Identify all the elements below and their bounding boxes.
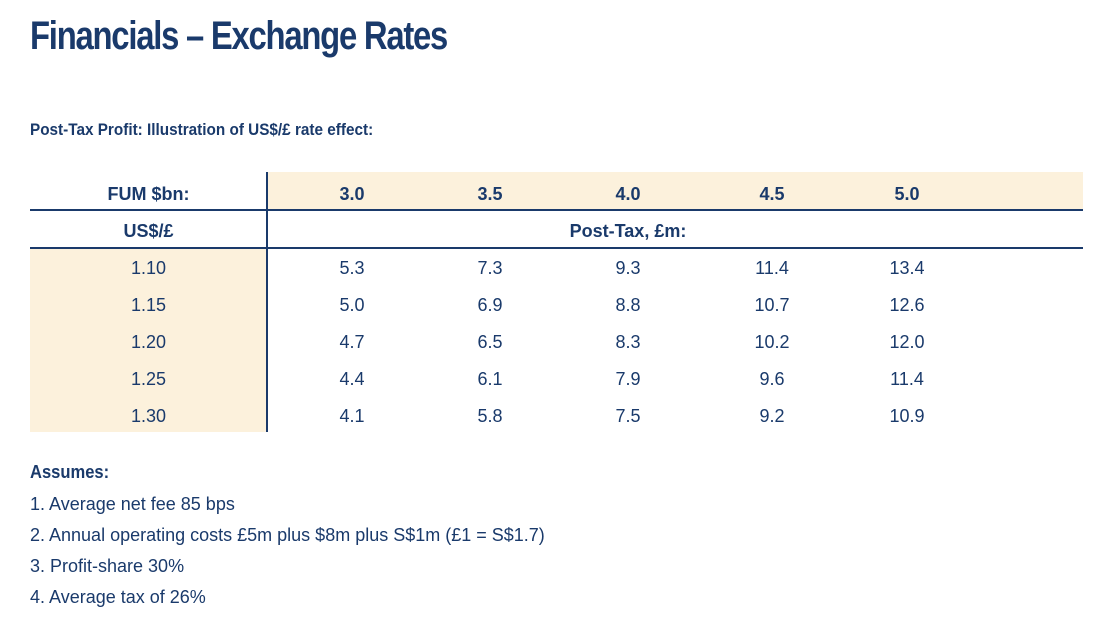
table-cell: 9.6 bbox=[759, 369, 785, 389]
table-cell: 10.2 bbox=[754, 332, 790, 352]
table-cell: 7.5 bbox=[615, 406, 641, 426]
table-cell: 4.1 bbox=[339, 406, 365, 426]
rate-value: 1.10 bbox=[130, 258, 167, 278]
table-divider-top bbox=[30, 209, 1083, 211]
table-cell: 12.6 bbox=[889, 295, 925, 315]
rate-value: 1.15 bbox=[130, 295, 167, 315]
table-cell: 10.9 bbox=[889, 406, 925, 426]
table-cell: 7.9 bbox=[615, 369, 641, 389]
table-cell: 12.0 bbox=[889, 332, 925, 352]
table-cell: 11.4 bbox=[890, 369, 924, 389]
assumption-item: 1. Average net fee 85 bps bbox=[30, 494, 235, 514]
table-cell: 6.5 bbox=[477, 332, 503, 352]
assumption-item: 4. Average tax of 26% bbox=[30, 587, 206, 607]
rate-value: 1.20 bbox=[130, 332, 167, 352]
table-vertical-divider bbox=[266, 172, 268, 432]
rate-label: US$/£ bbox=[123, 221, 174, 241]
assumptions: Assumes: 1. Average net fee 85 bps 2. An… bbox=[30, 462, 545, 616]
table-cell: 5.8 bbox=[477, 406, 503, 426]
assumptions-heading: Assumes: bbox=[30, 462, 110, 482]
table-cell: 4.4 bbox=[339, 369, 365, 389]
table-cell: 10.7 bbox=[754, 295, 790, 315]
rate-value: 1.30 bbox=[130, 406, 167, 426]
fum-value: 3.0 bbox=[339, 184, 365, 204]
exchange-rate-table: FUM $bn: 3.0 3.5 4.0 4.5 5.0 US$/£ Post-… bbox=[30, 172, 1083, 432]
assumption-item: 3. Profit-share 30% bbox=[30, 556, 185, 576]
table-cell: 5.3 bbox=[339, 258, 365, 278]
table-cell: 11.4 bbox=[755, 258, 789, 278]
fum-value: 4.0 bbox=[615, 184, 641, 204]
post-tax-label: Post-Tax, £m: bbox=[569, 221, 687, 241]
table-cell: 8.3 bbox=[615, 332, 641, 352]
fum-value: 4.5 bbox=[759, 184, 785, 204]
rate-value: 1.25 bbox=[130, 369, 167, 389]
page-title: Financials – Exchange Rates bbox=[30, 14, 448, 58]
table-cell: 6.9 bbox=[477, 295, 503, 315]
table-cell: 8.8 bbox=[615, 295, 641, 315]
fum-header-shade bbox=[267, 172, 1083, 210]
fum-value: 5.0 bbox=[894, 184, 920, 204]
table-cell: 7.3 bbox=[477, 258, 503, 278]
table-subtitle: Post-Tax Profit: Illustration of US$/£ r… bbox=[30, 120, 374, 139]
table-cell: 5.0 bbox=[339, 295, 365, 315]
assumption-item: 2. Annual operating costs £5m plus $8m p… bbox=[30, 525, 545, 545]
table-cell: 9.3 bbox=[615, 258, 641, 278]
fum-value: 3.5 bbox=[477, 184, 503, 204]
table-cell: 13.4 bbox=[889, 258, 925, 278]
table-cell: 4.7 bbox=[339, 332, 365, 352]
table-divider-bottom bbox=[30, 247, 1083, 249]
table-cell: 9.2 bbox=[759, 406, 785, 426]
rate-column-shade bbox=[30, 248, 267, 432]
table-cell: 6.1 bbox=[477, 369, 503, 389]
fum-label: FUM $bn: bbox=[107, 184, 190, 204]
